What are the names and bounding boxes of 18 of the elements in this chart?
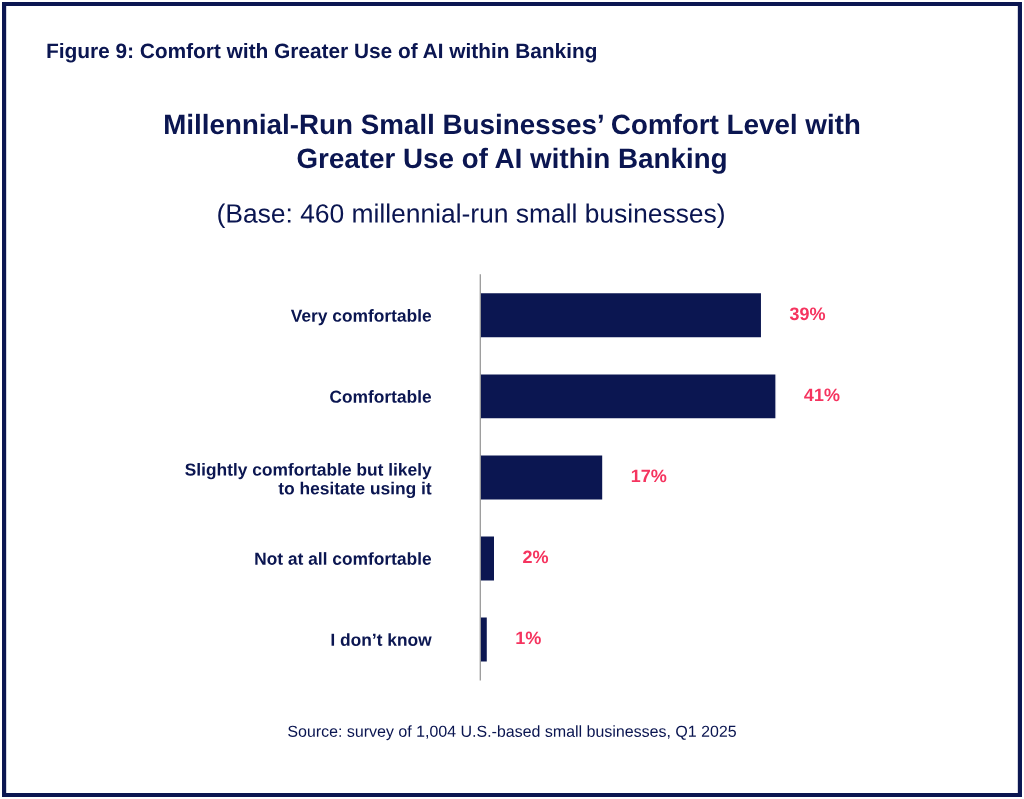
y-tick-label: Not at all comfortable <box>255 552 432 565</box>
data-label: 39% <box>789 307 826 321</box>
bar <box>480 454 604 501</box>
data-label: 1% <box>516 631 541 645</box>
y-tick-label: I don’t know <box>331 633 432 646</box>
data-label: 41% <box>804 388 840 402</box>
data-label: 17% <box>631 469 667 483</box>
chart-title: Figure 9: Comfort with Greater Use of AI within Banking <box>47 42 597 63</box>
bar <box>480 291 763 339</box>
bar <box>480 373 777 420</box>
bar <box>480 535 496 582</box>
text: (Base: 460 millennial-run small businesses) <box>218 203 724 229</box>
chart-subtitle: Millennial-Run Small Businesses’ Comfort Level with Greater Use of AI within Banking <box>165 113 860 174</box>
y-tick-label: Very comfortable <box>290 309 432 326</box>
y-tick-label: Slightly comfortable but likely to hesitate using it <box>185 462 432 499</box>
data-label: 2% <box>523 550 549 564</box>
y-tick-label: Comfortable <box>330 390 432 403</box>
source-note: Source: survey of 1,004 U.S.-based small businesses, Q1 2025 <box>288 725 736 741</box>
